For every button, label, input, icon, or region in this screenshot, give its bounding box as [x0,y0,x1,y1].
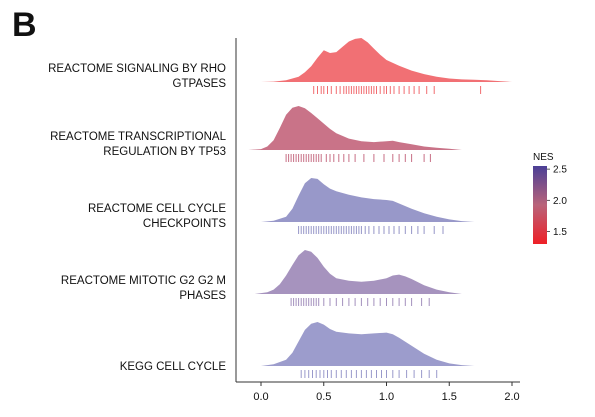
series-label: PHASES [179,290,226,302]
density-curve [248,106,462,150]
series-label: REGULATION BY TP53 [103,146,226,158]
x-tick-label: 1.0 [379,391,394,403]
ridges-layer [248,38,512,378]
series-label: KEGG CELL CYCLE [120,361,227,373]
legend-tick-label: 1.5 [553,227,567,238]
x-tick-label: 2.0 [504,391,519,403]
nes-legend: NES 1.5 2.0 2.5 [533,152,567,244]
series-label: REACTOME MITOTIC G2 G2 M [61,275,226,287]
series-label: REACTOME TRANSCRIPTIONAL [50,131,227,143]
panel-label: B [12,6,37,44]
series-label: REACTOME SIGNALING BY RHO [48,63,226,75]
x-tick-label: 0.5 [316,391,331,403]
ridge-series [261,38,512,94]
legend-title: NES [533,152,554,163]
x-axis-ticks: 0.0 0.5 1.0 1.5 2.0 [253,382,520,403]
legend-tick-label: 2.5 [553,165,567,176]
y-axis-labels: REACTOME SIGNALING BY RHO GTPASES REACTOME… [48,63,226,373]
density-curve [254,250,462,294]
legend-colorbar [533,166,547,244]
series-label: REACTOME CELL CYCLE [88,203,226,215]
x-tick-label: 0.0 [253,391,268,403]
density-curve [261,38,512,82]
series-label: CHECKPOINTS [143,218,226,230]
series-label: GTPASES [173,78,227,90]
ridge-series [261,178,475,234]
x-tick-label: 1.5 [442,391,457,403]
density-curve [261,322,475,366]
legend-tick-label: 2.0 [553,196,567,207]
ridge-series [254,250,462,306]
ridge-series [248,106,462,162]
ridge-series [261,322,475,378]
density-curve [261,178,475,222]
